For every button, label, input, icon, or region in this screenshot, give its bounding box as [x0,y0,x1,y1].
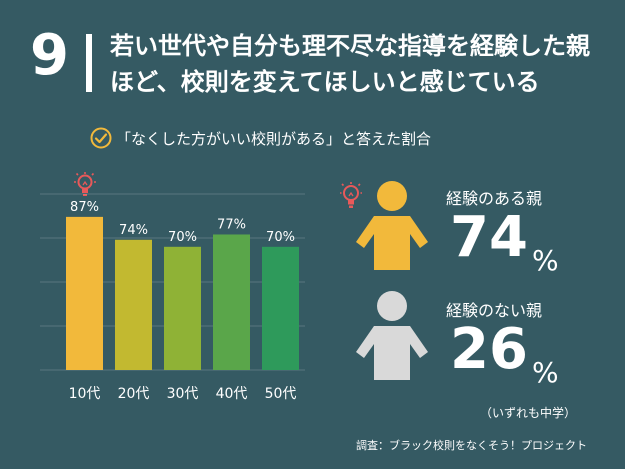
title-divider [86,34,92,92]
page-title: 若い世代や自分も理不尽な指導を経験した親ほど、校則を変えてほしいと感じている [110,32,590,96]
bar-value-label: 70% [168,230,197,245]
lightbulb-icon-large [340,182,362,208]
label-inexperienced-parents: 経験のない親 [446,301,543,320]
value-experienced-parents: 74 [450,205,528,270]
section-number: 9 [30,23,69,88]
bar-50代 [262,246,299,370]
chart-subtitle: 「なくした方がいい校則がある」と答えた割合 [116,130,432,148]
person-icon-gray [356,291,428,380]
lightbulb-icon [74,172,96,196]
bar-value-label: 77% [217,217,246,232]
category-label: 20代 [118,386,150,402]
bar-30代 [164,246,201,370]
age-bar-chart: 87% 74% 70% 77% 70% 10代 20代 30代 40代 50代 [40,193,305,402]
value-inexperienced-parents: 26 [450,317,528,382]
category-label: 40代 [216,386,248,402]
category-label: 50代 [265,386,297,402]
bar-value-label: 70% [266,230,295,245]
check-circle-icon [90,127,112,149]
bar-value-label: 87% [70,200,99,215]
bar-20代 [115,239,152,370]
bar-value-label: 74% [119,223,148,238]
label-experienced-parents: 経験のある親 [446,189,543,208]
bar-40代 [213,234,250,370]
footnote: （いずれも中学） [480,406,577,420]
percent-sign: % [532,356,559,389]
percent-sign: % [532,244,559,277]
person-icon-yellow [356,181,428,270]
bar-10代 [66,216,103,370]
category-label: 30代 [167,386,199,402]
source-credit: 調査：ブラック校則をなくそう！プロジェクト [356,439,587,452]
category-label: 10代 [69,386,101,402]
